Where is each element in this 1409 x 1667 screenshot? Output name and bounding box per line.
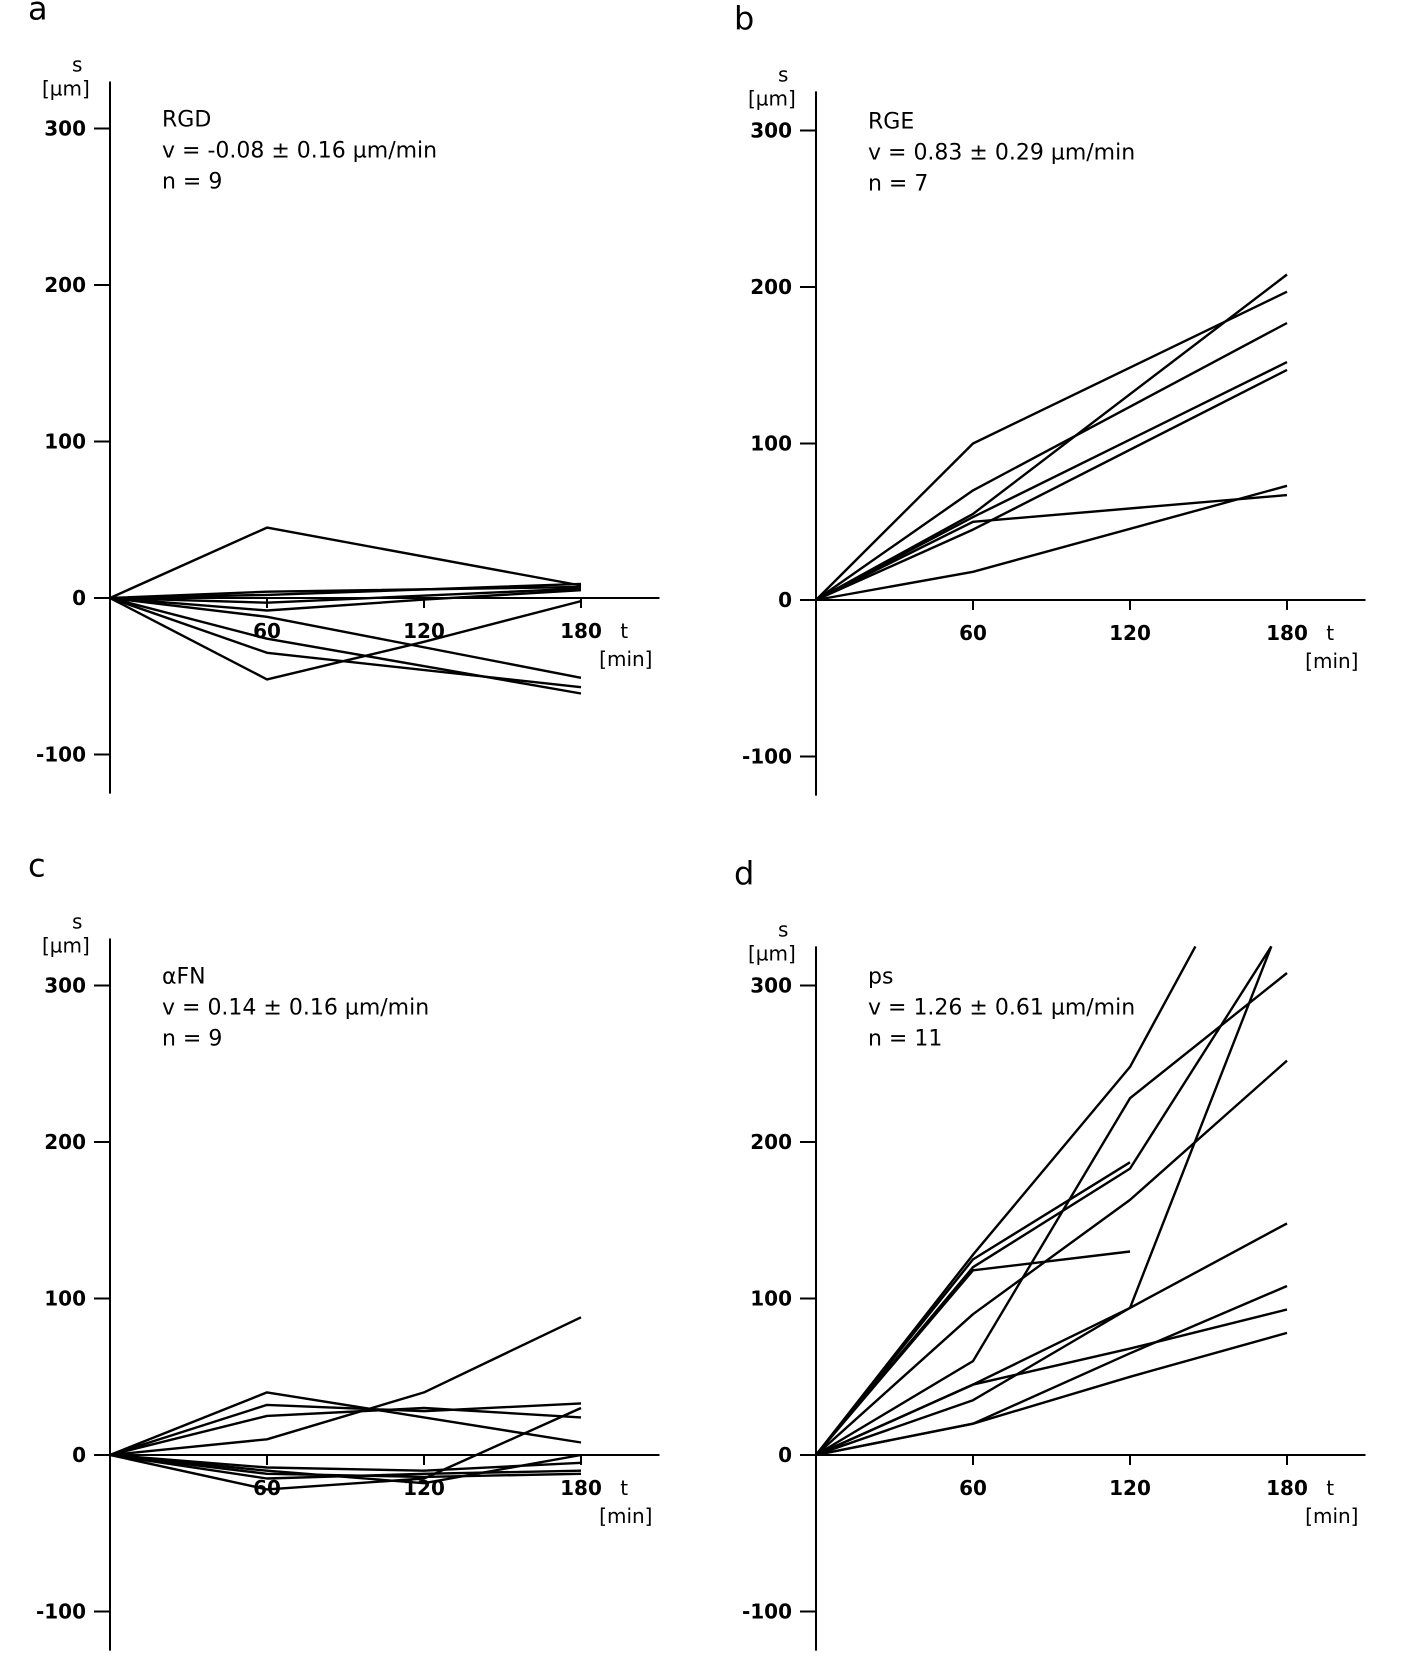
- series-line-8: [109, 1453, 582, 1485]
- x-axis-label: t: [620, 1476, 628, 1500]
- panel-d: 300 200 100 0 -100 60 120 180 d s[µm] t [min] ps v = …: [734, 854, 1366, 1651]
- y-tick-label: 300: [44, 974, 86, 998]
- series-line-3: [815, 1250, 1131, 1456]
- y-tick-label: 100: [750, 1287, 792, 1311]
- series-line-9: [815, 1308, 1288, 1457]
- y-tick-label: 0: [72, 1443, 86, 1467]
- y-tick-label: -100: [742, 745, 792, 769]
- series-line-9: [109, 1453, 582, 1479]
- y-tick-label: 300: [750, 974, 792, 998]
- series-line-8: [109, 596, 582, 681]
- y-tick-label: 0: [778, 1443, 792, 1467]
- x-tick-label: 60: [959, 621, 987, 645]
- series-line-3: [815, 321, 1288, 601]
- y-tick-label: 0: [778, 588, 792, 612]
- series-line-11: [815, 1331, 1288, 1457]
- x-tick-label: 180: [560, 619, 602, 643]
- y-tick-label: 300: [750, 119, 792, 143]
- series-line-9: [109, 596, 582, 679]
- series-line-1: [109, 1391, 582, 1457]
- y-tick-label: 200: [44, 273, 86, 297]
- series-line-3: [109, 1402, 582, 1457]
- annotation-line-1: ps: [868, 965, 893, 990]
- x-axis-unit: [min]: [599, 647, 652, 671]
- annotation-line-3: n = 9: [162, 1027, 222, 1052]
- x-axis-label: t: [1326, 1476, 1334, 1500]
- series-line-2: [109, 1316, 582, 1457]
- y-tick-label: 200: [44, 1130, 86, 1154]
- series-line-6: [815, 1059, 1288, 1456]
- x-tick-label: 180: [560, 1476, 602, 1500]
- series-line-7: [109, 1406, 582, 1491]
- x-tick-label: 60: [959, 1476, 987, 1500]
- annotation-line-3: n = 11: [868, 1027, 942, 1052]
- annotation-line-1: RGD: [162, 108, 211, 133]
- annotation-line-1: αFN: [162, 965, 206, 990]
- annotation-line-2: v = 1.26 ± 0.61 µm/min: [868, 996, 1135, 1021]
- y-axis-unit: [µm]: [42, 934, 90, 958]
- x-tick-label: 120: [1109, 1476, 1151, 1500]
- series-line-1: [815, 945, 1197, 1456]
- series-line-7: [815, 945, 1273, 1457]
- series-line-5: [109, 1453, 582, 1472]
- series-line-1: [109, 526, 582, 600]
- series-line-3: [109, 587, 582, 604]
- panel-label: d: [734, 854, 754, 892]
- x-axis-unit: [min]: [599, 1504, 652, 1528]
- x-tick-label: 180: [1266, 621, 1308, 645]
- y-tick-label: -100: [36, 1600, 86, 1624]
- y-tick-label: 0: [72, 586, 86, 610]
- y-tick-label: 100: [750, 432, 792, 456]
- y-tick-label: 100: [44, 430, 86, 454]
- y-tick-label: -100: [742, 1600, 792, 1624]
- annotation-line-3: n = 9: [162, 170, 222, 195]
- y-axis-unit: [µm]: [748, 86, 796, 110]
- series-line-7: [109, 596, 582, 689]
- panel-label: c: [28, 847, 46, 885]
- series-line-7: [815, 484, 1288, 602]
- series-line-2: [815, 945, 1273, 1456]
- series-line-4: [109, 1406, 582, 1457]
- y-axis-label: s: [72, 910, 82, 934]
- series-line-6: [815, 493, 1288, 602]
- x-tick-label: 120: [1109, 621, 1151, 645]
- annotation-line-2: v = 0.14 ± 0.16 µm/min: [162, 996, 429, 1021]
- panel-label: a: [28, 0, 48, 28]
- y-axis-label: s: [778, 917, 788, 941]
- y-tick-label: -100: [36, 743, 86, 767]
- y-axis-unit: [µm]: [748, 941, 796, 965]
- series-line-4: [109, 589, 582, 612]
- y-tick-label: 200: [750, 275, 792, 299]
- y-tick-label: 300: [44, 117, 86, 141]
- panel-b: 300 200 100 0 -100 60 120 180 b s[µm] t [min] RGE v =…: [734, 0, 1366, 796]
- x-axis-unit: [min]: [1305, 649, 1358, 673]
- y-tick-label: 100: [44, 1287, 86, 1311]
- annotation-line-2: v = -0.08 ± 0.16 µm/min: [162, 139, 437, 164]
- y-axis-unit: [µm]: [42, 77, 90, 101]
- series-line-5: [815, 368, 1288, 602]
- x-axis-unit: [min]: [1305, 1504, 1358, 1528]
- series-line-8: [815, 1222, 1288, 1457]
- annotation-line-3: n = 7: [868, 172, 928, 197]
- y-tick-label: 200: [750, 1130, 792, 1154]
- series-line-4: [815, 1161, 1131, 1456]
- series-line-5: [109, 582, 582, 600]
- y-axis-label: s: [778, 62, 788, 86]
- series-line-1: [815, 290, 1288, 601]
- series-line-4: [815, 361, 1288, 602]
- annotation-line-2: v = 0.83 ± 0.29 µm/min: [868, 141, 1135, 166]
- x-axis-label: t: [620, 619, 628, 643]
- series-line-5: [815, 972, 1288, 1457]
- panel-label: b: [734, 0, 754, 37]
- x-axis-label: t: [1326, 621, 1334, 645]
- x-tick-label: 180: [1266, 1476, 1308, 1500]
- annotation-line-1: RGE: [868, 110, 914, 135]
- y-axis-label: s: [72, 53, 82, 77]
- x-tick-label: 120: [403, 619, 445, 643]
